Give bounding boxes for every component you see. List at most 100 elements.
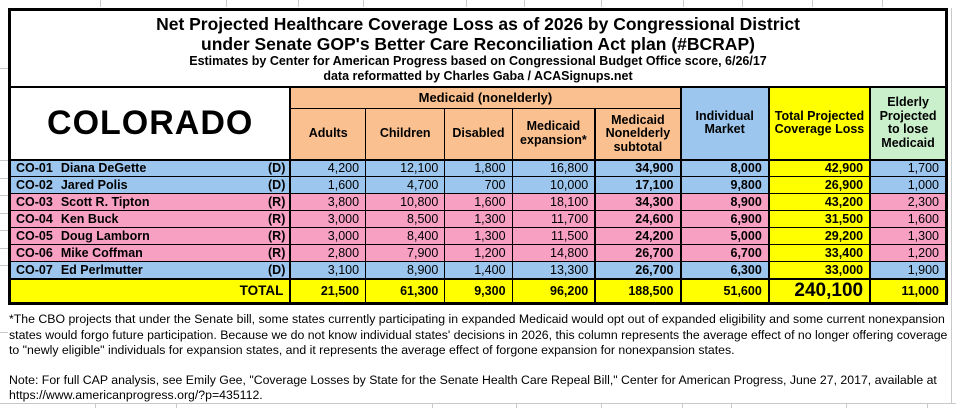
total-subtotal: 188,500 — [594, 277, 682, 304]
expansion-cell: 14,800 — [511, 244, 596, 262]
subtotal-cell: 34,300 — [594, 193, 682, 211]
total-adults: 21,500 — [289, 277, 367, 304]
individual-market-cell: 6,900 — [679, 210, 770, 228]
subtotal-cell: 24,200 — [594, 227, 682, 245]
table-row-co04: CO-04 Ken Buck (R) 3,000 8,500 1,300 11,70… — [9, 210, 948, 228]
disabled-cell: 1,200 — [444, 244, 513, 262]
adults-cell: 3,000 — [289, 227, 367, 245]
district-cell: CO-07 Ed Perlmutter (D) — [9, 261, 291, 279]
district-code: CO-06 — [16, 246, 53, 260]
children-cell: 8,900 — [365, 261, 446, 279]
district-code: CO-05 — [16, 229, 53, 243]
cap-analysis-url[interactable]: https://www.americanprogress.org/?p=4351… — [9, 388, 263, 402]
title-block: Net Projected Healthcare Coverage Loss a… — [9, 9, 947, 88]
title-line-2: under Senate GOP's Better Care Reconcili… — [201, 34, 755, 55]
district-code: CO-01 — [16, 161, 53, 176]
party-label: (R) — [268, 195, 286, 209]
rep-name: Ed Perlmutter — [60, 262, 143, 277]
elderly-cell: 1,200 — [869, 244, 948, 262]
children-cell: 8,400 — [365, 227, 446, 245]
party-label: (D) — [268, 161, 286, 176]
individual-market-cell: 8,000 — [679, 159, 770, 177]
adults-cell: 2,800 — [289, 244, 367, 262]
total-disabled: 9,300 — [444, 277, 513, 304]
district-cell: CO-05 Doug Lamborn (R) — [9, 227, 291, 245]
rep-name: Scott R. Tipton — [60, 195, 150, 209]
district-code: CO-03 — [16, 195, 53, 209]
title-line-3: Estimates by Center for American Progres… — [189, 54, 767, 69]
footer-text-area: *The CBO projects that under the Senate … — [9, 312, 950, 404]
subtotal-cell: 34,900 — [594, 159, 682, 177]
column-header-adults: Adults — [289, 108, 367, 161]
children-cell: 7,900 — [365, 244, 446, 262]
grand-total: 240,100 — [767, 277, 871, 304]
individual-market-cell: 6,300 — [679, 261, 770, 279]
subtotal-cell: 26,700 — [594, 261, 682, 279]
district-code: CO-07 — [16, 262, 53, 277]
disabled-cell: 700 — [444, 176, 513, 194]
total-children: 61,300 — [365, 277, 446, 304]
total-loss-cell: 42,900 — [767, 159, 871, 177]
party-label: (R) — [268, 229, 286, 243]
expansion-cell: 16,800 — [511, 159, 596, 177]
expansion-cell: 11,500 — [511, 227, 596, 245]
expansion-cell: 18,100 — [511, 193, 596, 211]
total-loss-cell: 29,200 — [767, 227, 871, 245]
total-individual: 51,600 — [679, 277, 770, 304]
column-header-total-projected-loss: Total Projected Coverage Loss — [767, 86, 871, 161]
column-header-elderly: Elderly Projected to lose Medicaid — [869, 86, 948, 161]
adults-cell: 3,100 — [289, 261, 367, 279]
rep-name: Doug Lamborn — [60, 229, 150, 243]
total-label: TOTAL — [9, 277, 291, 304]
children-cell: 12,100 — [365, 159, 446, 177]
state-label: COLORADO — [9, 86, 292, 161]
total-elderly: 11,000 — [869, 277, 948, 304]
children-cell: 4,700 — [365, 176, 446, 194]
subtotal-cell: 24,600 — [594, 210, 682, 228]
rep-name: Mike Coffman — [60, 246, 143, 260]
district-cell: CO-04 Ken Buck (R) — [9, 210, 291, 228]
column-header-individual-market: Individual Market — [679, 86, 770, 161]
table-row-co05: CO-05 Doug Lamborn (R) 3,000 8,400 1,300 1… — [9, 227, 948, 245]
individual-market-cell: 9,800 — [679, 176, 770, 194]
expansion-cell: 11,700 — [511, 210, 596, 228]
column-header-medicaid-subtotal: Medicaid Nonelderly subtotal — [594, 108, 682, 161]
title-line-4: data reformatted by Charles Gaba / ACASi… — [323, 69, 633, 84]
medicaid-group-header: Medicaid (nonelderly) — [289, 86, 682, 109]
adults-cell: 3,800 — [289, 193, 367, 211]
party-label: (R) — [268, 212, 286, 226]
district-cell: CO-01 Diana DeGette (D) — [9, 159, 291, 177]
column-header-medicaid-expansion: Medicaid expansion* — [511, 108, 596, 161]
title-line-1: Net Projected Healthcare Coverage Loss a… — [156, 14, 800, 35]
total-loss-cell: 31,500 — [767, 210, 871, 228]
subtotal-cell: 17,100 — [594, 176, 682, 194]
elderly-cell: 2,300 — [869, 193, 948, 211]
rep-name: Diana DeGette — [60, 161, 147, 176]
rep-name: Ken Buck — [60, 212, 119, 226]
disabled-cell: 1,400 — [444, 261, 513, 279]
adults-cell: 3,000 — [289, 210, 367, 228]
district-cell: CO-02 Jared Polis (D) — [9, 176, 291, 194]
rep-name: Jared Polis — [60, 178, 128, 192]
total-loss-cell: 33,400 — [767, 244, 871, 262]
elderly-cell: 1,900 — [869, 261, 948, 279]
table-row-co02: CO-02 Jared Polis (D) 1,600 4,700 700 10,0… — [9, 176, 948, 194]
individual-market-cell: 6,700 — [679, 244, 770, 262]
column-header-children: Children — [365, 108, 446, 161]
table-row-co01: CO-01 Diana DeGette (D) 4,200 12,100 1,800… — [9, 159, 948, 177]
elderly-cell: 1,700 — [869, 159, 948, 177]
disabled-cell: 1,800 — [444, 159, 513, 177]
adults-cell: 1,600 — [289, 176, 367, 194]
individual-market-cell: 8,900 — [679, 193, 770, 211]
disabled-cell: 1,300 — [444, 227, 513, 245]
adults-cell: 4,200 — [289, 159, 367, 177]
children-cell: 10,800 — [365, 193, 446, 211]
disabled-cell: 1,600 — [444, 193, 513, 211]
district-code: CO-04 — [16, 212, 53, 226]
party-label: (D) — [268, 178, 286, 192]
cbo-footnote: *The CBO projects that under the Senate … — [9, 312, 948, 357]
elderly-cell: 1,600 — [869, 210, 948, 228]
total-row: TOTAL 21,500 61,300 9,300 96,200 188,500… — [9, 277, 948, 304]
individual-market-cell: 5,000 — [679, 227, 770, 245]
